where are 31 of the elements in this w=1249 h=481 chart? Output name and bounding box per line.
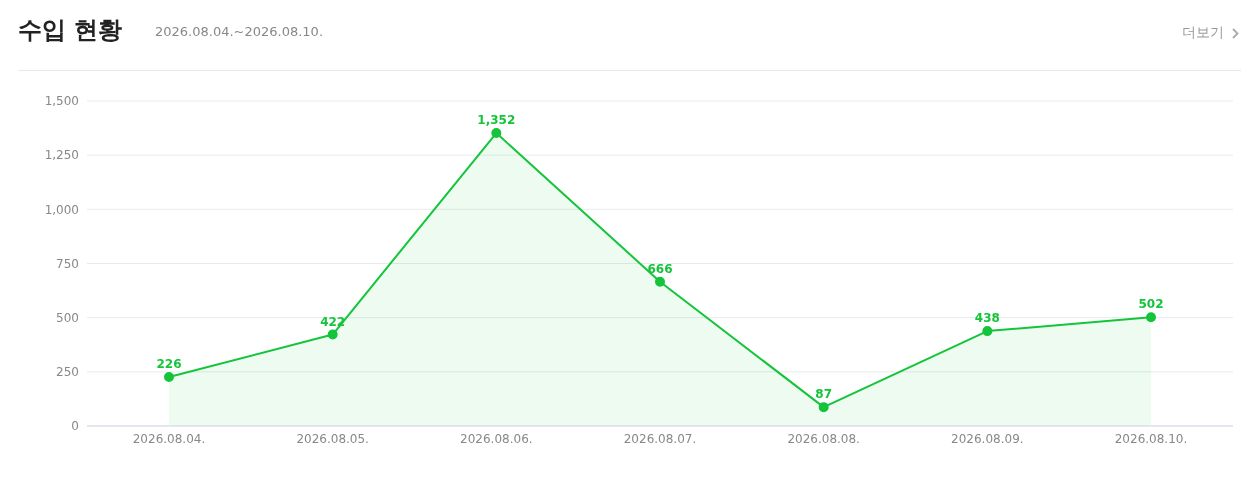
data-label: 87 (815, 387, 833, 402)
y-tick-label: 1,250 (44, 148, 79, 163)
data-label: 1,352 (477, 113, 516, 128)
point (327, 329, 338, 340)
data-label: 226 (156, 357, 182, 372)
point (491, 128, 502, 139)
data-label: 502 (1138, 297, 1164, 312)
point (818, 402, 829, 413)
y-tick-label: 0 (71, 419, 79, 434)
chart-subtitle: 2026.08.04.~2026.08.10. (155, 24, 324, 39)
data-label: 666 (647, 261, 673, 276)
point (982, 326, 993, 337)
data-label: 422 (320, 314, 346, 329)
x-tick-label: 2026.08.08. (787, 431, 860, 446)
y-tick-label: 500 (56, 310, 79, 325)
x-tick-label: 2026.08.06. (460, 431, 533, 446)
y-tick-label: 1,000 (44, 202, 79, 217)
y-tick-label: 750 (56, 256, 79, 271)
y-tick-label: 1,500 (44, 94, 79, 109)
x-tick-label: 2026.08.05. (296, 431, 369, 446)
text: 더보기 (1182, 24, 1225, 42)
x-tick-label: 2026.08.09. (951, 431, 1024, 446)
data-label: 438 (974, 311, 1000, 326)
x-tick-label: 2026.08.04. (132, 431, 206, 446)
x-tick-label: 2026.08.10. (1114, 431, 1188, 446)
point (1146, 312, 1156, 323)
point (164, 372, 174, 383)
chart-title: 수입 현황 (18, 15, 123, 46)
y-tick-label: 250 (56, 365, 79, 380)
point (655, 276, 665, 287)
x-tick-label: 2026.08.07. (623, 431, 697, 446)
